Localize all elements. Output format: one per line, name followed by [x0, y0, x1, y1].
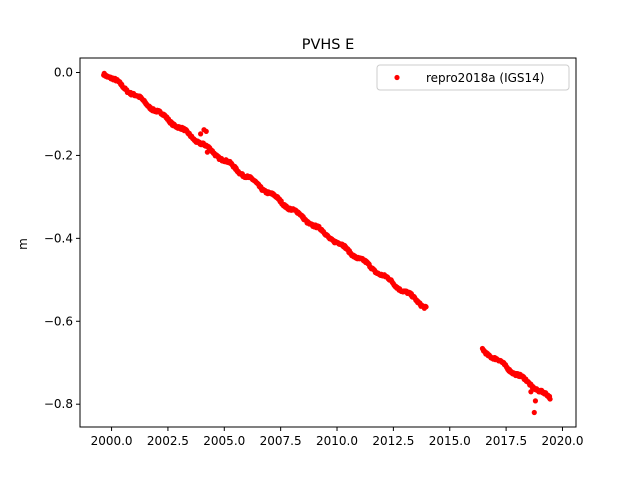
- data-point: [547, 396, 553, 402]
- y-axis-label: m: [16, 238, 30, 250]
- legend: repro2018a (IGS14): [376, 64, 570, 91]
- legend-marker: [394, 74, 400, 81]
- y-tick-label: −0.4: [44, 231, 73, 245]
- y-axis-ticks: 0.0 −0.2 −0.4 −0.6 −0.8: [44, 66, 80, 411]
- y-tick-label: −0.6: [44, 314, 73, 328]
- data-point: [528, 389, 534, 395]
- data-point: [200, 140, 206, 146]
- data-point: [532, 398, 539, 404]
- y-tick-label: −0.2: [44, 148, 73, 162]
- x-tick-label: 2015.0: [429, 434, 471, 448]
- x-tick-label: 2005.0: [203, 434, 245, 448]
- x-tick-label: 2012.5: [372, 434, 414, 448]
- x-tick-label: 2007.5: [260, 434, 302, 448]
- x-axis-ticks: 2000.0 2002.5 2005.0 2007.5 2010.0 2012.5 2015…: [91, 427, 583, 448]
- data-point: [531, 409, 537, 416]
- chart-title: PVHS E: [302, 37, 355, 53]
- y-tick-label: −0.8: [44, 397, 73, 411]
- plot-area: [101, 70, 553, 416]
- legend-box: [376, 64, 570, 91]
- x-tick-label: 2017.5: [485, 434, 527, 448]
- data-point: [198, 131, 204, 137]
- x-tick-label: 2020.0: [541, 434, 583, 448]
- x-tick-label: 2010.0: [316, 434, 358, 448]
- data-point: [204, 149, 210, 155]
- data-points-layer: [101, 70, 553, 416]
- legend-label: repro2018a (IGS14): [426, 71, 544, 85]
- data-point: [203, 128, 209, 134]
- data-point: [423, 304, 429, 310]
- axes-frame: [79, 57, 577, 428]
- x-tick-label: 2002.5: [147, 434, 189, 448]
- x-tick-label: 2000.0: [91, 434, 133, 448]
- y-tick-label: 0.0: [54, 66, 73, 80]
